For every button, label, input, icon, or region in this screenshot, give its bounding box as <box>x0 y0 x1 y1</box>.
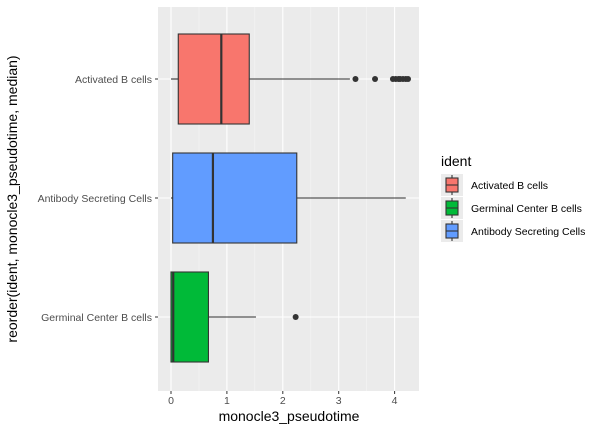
iqr-box <box>177 33 250 125</box>
legend-key-activated-b-cells: Activated B cells <box>441 174 548 196</box>
box-activated-b-cells <box>171 33 412 125</box>
y-axis-title: reorder(ident, monocle3_pseudotime, medi… <box>4 55 20 342</box>
x-tick-label: 2 <box>280 395 286 407</box>
axis-layer: 0 1 2 3 4 Activated B cells Antibody Secreting… <box>38 74 398 407</box>
x-tick-label: 4 <box>392 395 398 407</box>
box-layer <box>170 33 412 363</box>
y-tick-label: Activated B cells <box>75 74 152 86</box>
x-tick-label: 3 <box>336 395 342 407</box>
box-germinal-center-b-cells <box>170 271 299 363</box>
legend-label: Activated B cells <box>471 180 548 192</box>
outlier-point <box>292 314 299 320</box>
x-tick-label: 0 <box>168 395 174 407</box>
y-tick-label: Antibody Secreting Cells <box>38 193 152 205</box>
legend-key-germinal-center-b-cells: Germinal Center B cells <box>441 197 582 219</box>
legend: ident Activated B cells Germinal Center B… <box>441 153 585 242</box>
iqr-box <box>172 152 298 244</box>
legend-title: ident <box>441 153 471 169</box>
box-antibody-secreting-cells <box>171 152 406 244</box>
y-tick-label: Germinal Center B cells <box>41 312 152 324</box>
legend-label: Germinal Center B cells <box>471 203 582 215</box>
x-tick-label: 1 <box>224 395 230 407</box>
outlier-point <box>352 76 359 82</box>
x-axis-title: monocle3_pseudotime <box>219 408 360 424</box>
iqr-box <box>170 271 210 363</box>
outlier-point <box>372 76 379 82</box>
outlier-point <box>405 76 412 82</box>
legend-key-antibody-secreting-cells: Antibody Secreting Cells <box>441 220 585 242</box>
legend-keys: Activated B cells Germinal Center B cells… <box>441 174 585 242</box>
legend-label: Antibody Secreting Cells <box>471 226 585 238</box>
